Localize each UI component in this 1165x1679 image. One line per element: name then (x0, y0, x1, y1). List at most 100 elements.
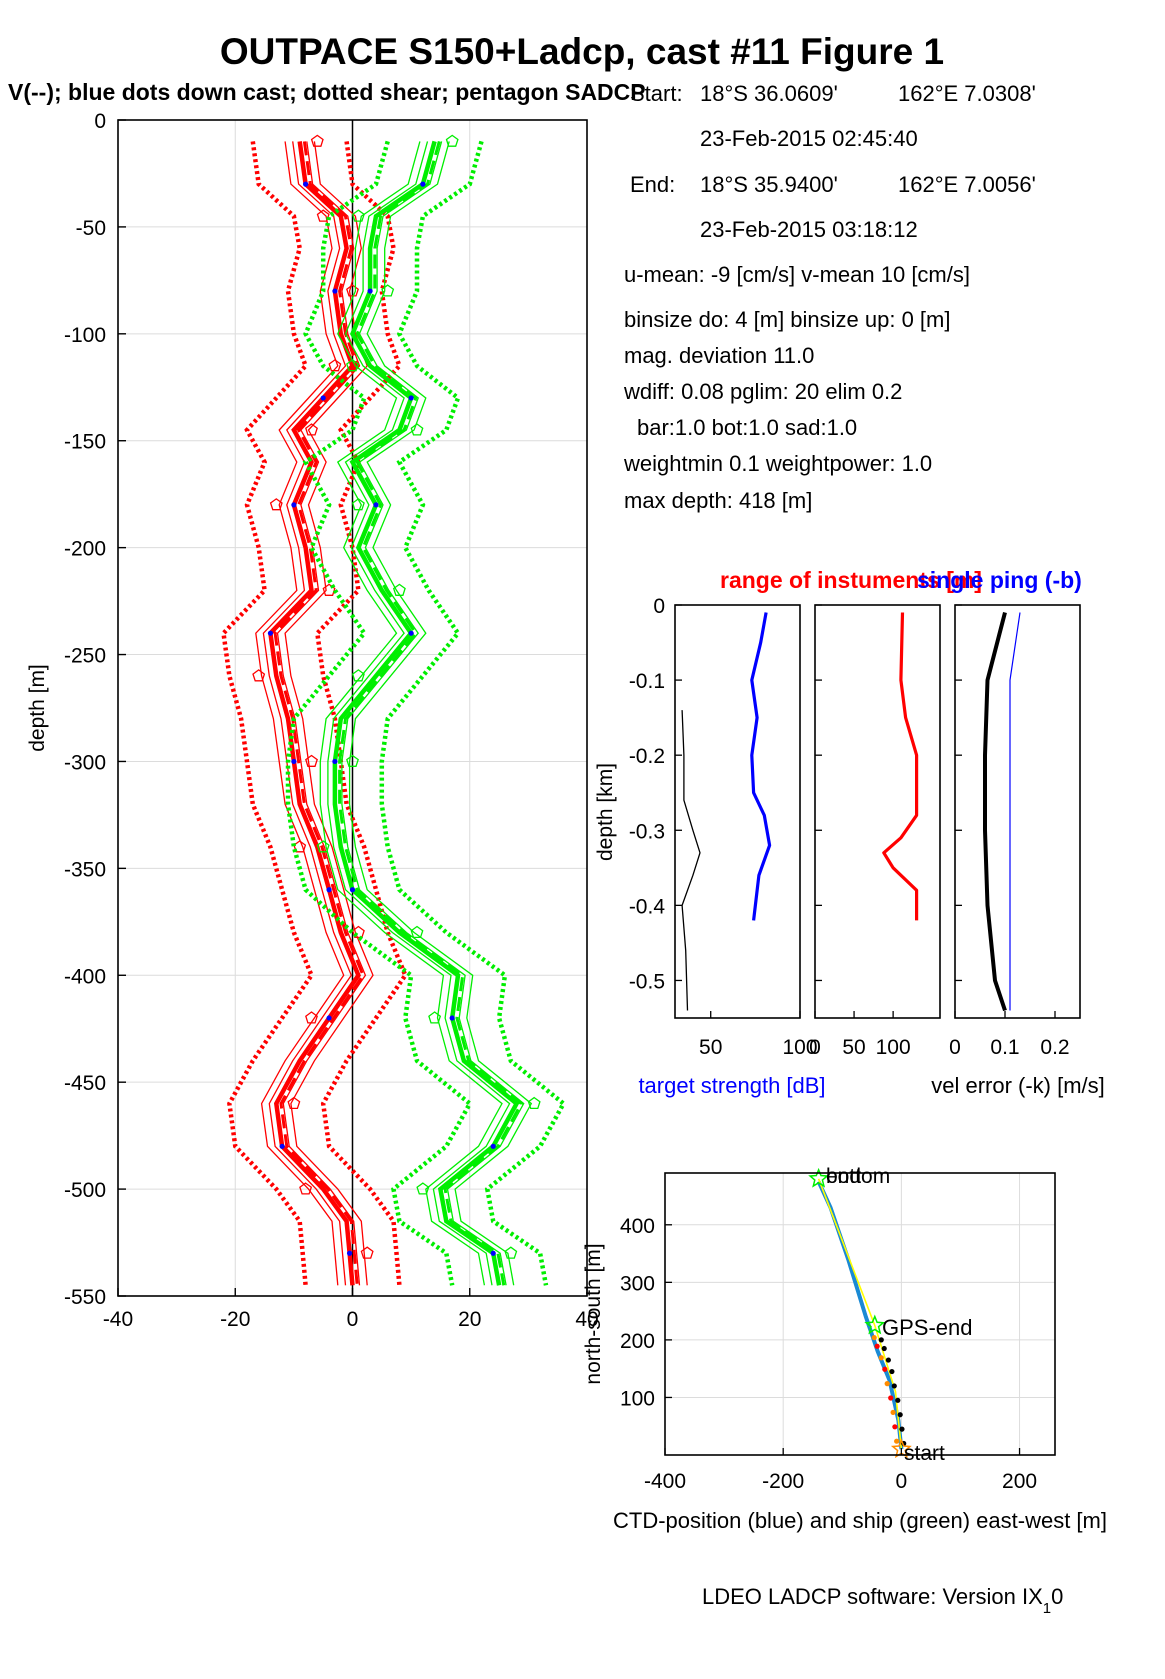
u-velocity-shear-envelope (221, 141, 315, 1286)
velocity-error-tick-label-x: 0.1 (990, 1036, 1019, 1059)
info-end-lon: 162°E 7.0056' (898, 172, 1036, 197)
velocity-tick-label-y: -100 (64, 324, 106, 347)
velocity-plot: -40 -20 0 20 400-50-100-150-200-250-300-350-… (26, 110, 599, 1331)
velocity-tick-label-x: 20 (458, 1308, 481, 1331)
target-strength-tick-label-y: -0.4 (629, 895, 666, 918)
u-velocity-sadcp-pentagon (305, 754, 318, 767)
track-dot-black (878, 1337, 884, 1343)
v-velocity-sadcp-pentagon (416, 1182, 430, 1195)
v-velocity-shear-envelope (285, 140, 473, 1286)
info-maxdepth: max depth: 418 [m] (624, 488, 812, 513)
track-dot-black (895, 1397, 901, 1403)
velocity-error-xlabel: vel error (-k) [m/s] (931, 1073, 1105, 1098)
velocity-tick-label-y: -50 (76, 217, 106, 240)
v-velocity-downcast-dot (490, 1143, 496, 1149)
software-version-main: LDEO LADCP software: Version IX (702, 1584, 1043, 1609)
u-velocity-sadcp-pentagon (328, 359, 342, 372)
target-strength-tick-label-x: 50 (699, 1036, 722, 1059)
v-velocity-profile (319, 141, 503, 1286)
instrument-range-tick-label-x: 0 (809, 1036, 821, 1059)
v-velocity-sadcp-pentagon (410, 925, 424, 939)
velocity-error-panel: 0 0.1 0.2 (949, 604, 1081, 1059)
v-velocity-downcast-dot (408, 395, 414, 401)
track-dot-black (885, 1357, 891, 1363)
track-tick-label-y: 100 (620, 1387, 655, 1410)
u-velocity-downcast-dot (332, 288, 338, 294)
v-velocity-downcast-dot (332, 758, 338, 765)
track-label-gps-end: GPS-end (882, 1315, 973, 1340)
v-velocity-sadcp-pentagon (351, 498, 365, 511)
info-end-lat: 18°S 35.9400' (700, 172, 838, 197)
u-velocity-downcast-dot (346, 1250, 353, 1256)
v-velocity-sadcp-pentagon (346, 754, 359, 767)
u-velocity-sadcp-pentagon (305, 423, 318, 436)
v-velocity-mean-line (332, 140, 520, 1286)
track-dot-red (894, 1438, 900, 1444)
target-strength-line (750, 612, 772, 921)
velocity-tick-label-x: 0 (347, 1308, 359, 1331)
velocity-error-tick-label-x: 0.2 (1040, 1036, 1069, 1059)
velocity-tick-label-x: 40 (575, 1308, 598, 1331)
target-strength-tick-label-y: -0.5 (629, 970, 665, 993)
target-strength-tick-label-y: -0.2 (629, 745, 665, 768)
cast-info: Start: 18°S 36.0609' 162°E 7.0308' 23-Fe… (623, 81, 1036, 513)
instrument-range-tick-label-x: 50 (842, 1036, 865, 1059)
track-dot-red (882, 1366, 888, 1372)
track-tick-label-x: 200 (1002, 1470, 1037, 1493)
u-velocity-sadcp-pentagon (316, 209, 330, 222)
velocity-tick-label-y: -200 (64, 538, 106, 561)
v-velocity-downcast-dot (349, 887, 356, 893)
single-ping-title: single ping (-b) (917, 567, 1082, 593)
velocity-tick-label-x: -20 (220, 1308, 250, 1331)
info-magdev: mag. deviation 11.0 (624, 343, 814, 368)
track-gps-end-marker (864, 1314, 886, 1335)
info-start-label: Start: (630, 81, 683, 106)
velocity-tick-label-y: -350 (64, 858, 106, 881)
u-velocity-profile (276, 141, 367, 1286)
ship-track-panel: -400 -200 0 200 100 200 300 400 bottom end GPS-… (582, 1165, 1107, 1533)
u-velocity-downcast-dot (267, 630, 274, 636)
velocity-tick-label-y: -400 (64, 965, 106, 988)
u-velocity-profile (255, 141, 345, 1286)
v-velocity-profile (327, 141, 511, 1286)
instrument-range-panel: 0 50 100 (809, 604, 941, 1059)
u-velocity-downcast-dot (320, 395, 326, 401)
u-velocity-sadcp-pentagon (322, 583, 336, 596)
track-tick-label-x: -200 (762, 1470, 804, 1493)
u-velocity-profile (262, 141, 353, 1286)
track-dot-black (899, 1426, 905, 1432)
u-velocity-sadcp-pentagon (351, 925, 365, 939)
v-velocity-profile (348, 141, 533, 1286)
u-velocity-sadcp-pentagon (346, 284, 359, 297)
v-velocity-sadcp-pentagon (445, 134, 459, 147)
track-tick-label-x: 0 (896, 1470, 908, 1493)
velocity-series (221, 134, 567, 1286)
velocity-error-tick-label-x: 0 (949, 1036, 961, 1059)
u-velocity-dashed-line (273, 141, 365, 1286)
v-velocity-sadcp-pentagon (428, 1011, 442, 1024)
info-wdiff: wdiff: 0.08 pglim: 20 elim 0.2 (623, 379, 902, 404)
v-velocity-shear-envelope (379, 140, 567, 1286)
target-strength-tick-label-x: 100 (782, 1036, 817, 1059)
u-velocity-mean-line (268, 141, 361, 1286)
u-velocity-downcast-dot (303, 181, 309, 187)
target-strength-tick-label-y: -0.3 (629, 820, 665, 843)
target-strength-tick-label-y: -0.1 (629, 670, 665, 693)
v-velocity-sadcp-pentagon (504, 1246, 518, 1259)
v-velocity-sadcp-pentagon (346, 359, 359, 372)
u-velocity-sadcp-pentagon (310, 134, 324, 147)
track-dot-red (874, 1343, 880, 1349)
track-dot-black (891, 1383, 897, 1389)
velocity-error-line (983, 611, 1007, 1012)
velocity-tick-label-x: -40 (103, 1308, 133, 1331)
v-velocity-sadcp-pentagon (316, 840, 330, 853)
track-tick-label-y: 200 (620, 1330, 655, 1353)
u-velocity-shear-envelope (314, 141, 408, 1286)
u-velocity-downcast-dot (326, 887, 332, 893)
velocity-ticks: -40 -20 0 20 400-50-100-150-200-250-300-350-… (64, 110, 599, 1331)
figure-title: OUTPACE S150+Ladcp, cast #11 Figure 1 (220, 31, 944, 72)
v-velocity-downcast-dot (449, 1015, 455, 1021)
u-velocity-downcast-dot (291, 502, 297, 508)
info-start-lat: 18°S 36.0609' (700, 81, 838, 106)
